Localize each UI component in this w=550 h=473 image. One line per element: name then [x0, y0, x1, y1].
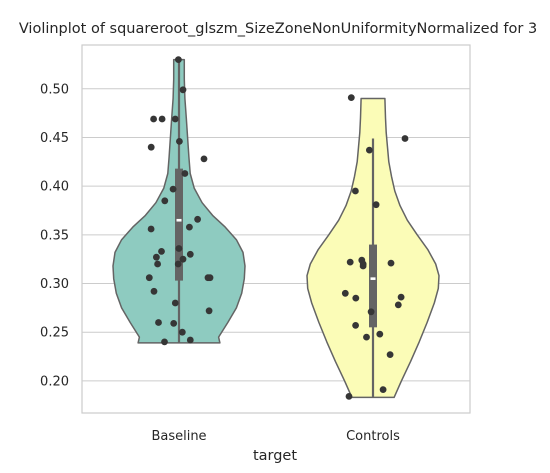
boxes — [175, 59, 377, 398]
data-point — [394, 301, 402, 309]
data-point — [352, 322, 359, 329]
data-point — [145, 274, 153, 282]
data-point — [376, 330, 384, 338]
data-point — [175, 245, 183, 252]
median-controls — [370, 277, 376, 280]
y-tick-label: 0.35 — [40, 228, 69, 243]
y-tick-label: 0.45 — [40, 131, 69, 146]
data-point — [186, 336, 194, 344]
data-point — [179, 86, 187, 94]
median-baseline — [176, 218, 182, 222]
data-point — [397, 293, 405, 301]
chart-title: Violinplot of squareroot_glszm_SizeZoneN… — [19, 21, 537, 37]
data-point — [176, 138, 183, 145]
data-point — [169, 185, 177, 193]
data-point — [161, 197, 169, 205]
data-point — [161, 338, 168, 346]
data-point — [352, 187, 359, 195]
box-baseline — [175, 168, 183, 281]
data-point — [352, 294, 360, 302]
data-point — [158, 248, 165, 255]
data-point — [147, 225, 155, 233]
x-tick-label: Baseline — [151, 429, 206, 444]
data-point — [341, 289, 349, 297]
data-point — [153, 253, 160, 261]
y-tick-label: 0.25 — [40, 326, 69, 341]
data-point — [205, 307, 213, 315]
data-point — [194, 215, 202, 223]
points — [145, 56, 409, 400]
data-point — [372, 201, 380, 209]
box-controls — [369, 244, 377, 328]
x-tick-label: Controls — [346, 429, 400, 444]
data-point — [200, 155, 208, 163]
data-point — [366, 146, 373, 154]
data-point — [367, 308, 375, 316]
data-point — [386, 351, 394, 358]
data-point — [150, 287, 158, 295]
data-point — [154, 260, 162, 268]
data-point — [363, 333, 370, 341]
data-point — [186, 250, 194, 258]
y-tick-label: 0.50 — [40, 82, 69, 97]
data-point — [171, 299, 179, 307]
y-tick-label: 0.40 — [40, 180, 69, 195]
y-tick-label: 0.20 — [40, 374, 69, 389]
data-point — [158, 115, 166, 123]
y-tick-label: 0.30 — [40, 277, 69, 292]
plot-frame — [81, 44, 471, 414]
data-point — [179, 255, 187, 263]
data-point — [379, 386, 387, 393]
data-point — [401, 135, 409, 142]
data-point — [345, 393, 353, 400]
data-point — [359, 262, 367, 270]
data-point — [346, 258, 354, 266]
data-point — [186, 223, 193, 231]
data-point — [174, 260, 182, 268]
axes: 0.20 0.25 0.30 0.35 0.40 0.45 0.50 Baseline Cont… — [40, 44, 471, 444]
data-point — [150, 115, 158, 123]
data-point — [171, 115, 179, 123]
data-point — [175, 56, 182, 63]
data-point — [387, 259, 395, 267]
data-point — [155, 319, 162, 326]
data-point — [170, 320, 178, 327]
x-axis-label: target — [253, 448, 297, 464]
data-point — [178, 328, 186, 336]
data-point — [147, 143, 155, 151]
data-point — [206, 274, 214, 282]
violins — [112, 58, 440, 399]
data-point — [347, 94, 355, 101]
data-point — [181, 170, 189, 177]
